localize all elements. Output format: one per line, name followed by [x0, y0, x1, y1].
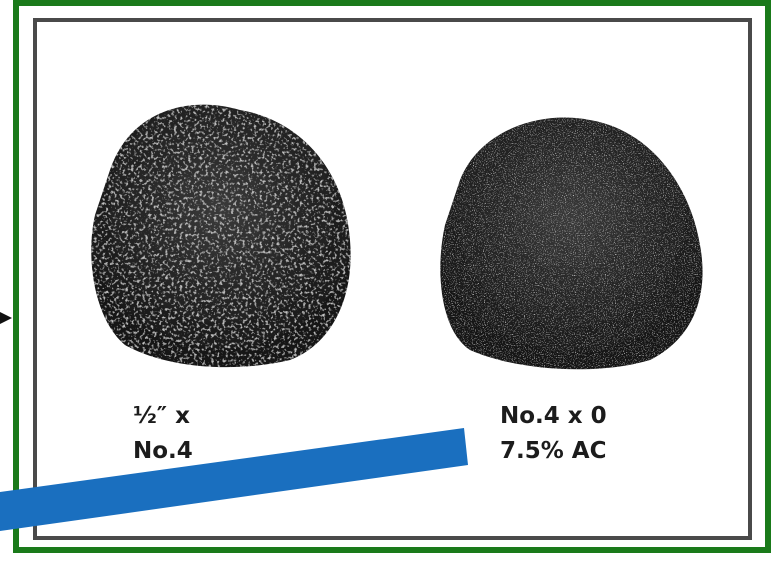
blue-bar — [0, 428, 468, 531]
coarse-aggregate-pile — [91, 104, 351, 368]
right-label-line-2: 7.5% AC — [500, 438, 606, 464]
arrow-tip — [0, 312, 12, 324]
left-label-line-1: ½″ x — [133, 403, 190, 429]
right-label-line-1: No.4 x 0 — [500, 403, 607, 429]
fine-aggregate-pile — [440, 117, 703, 370]
left-label-line-2: No.4 — [133, 438, 193, 464]
